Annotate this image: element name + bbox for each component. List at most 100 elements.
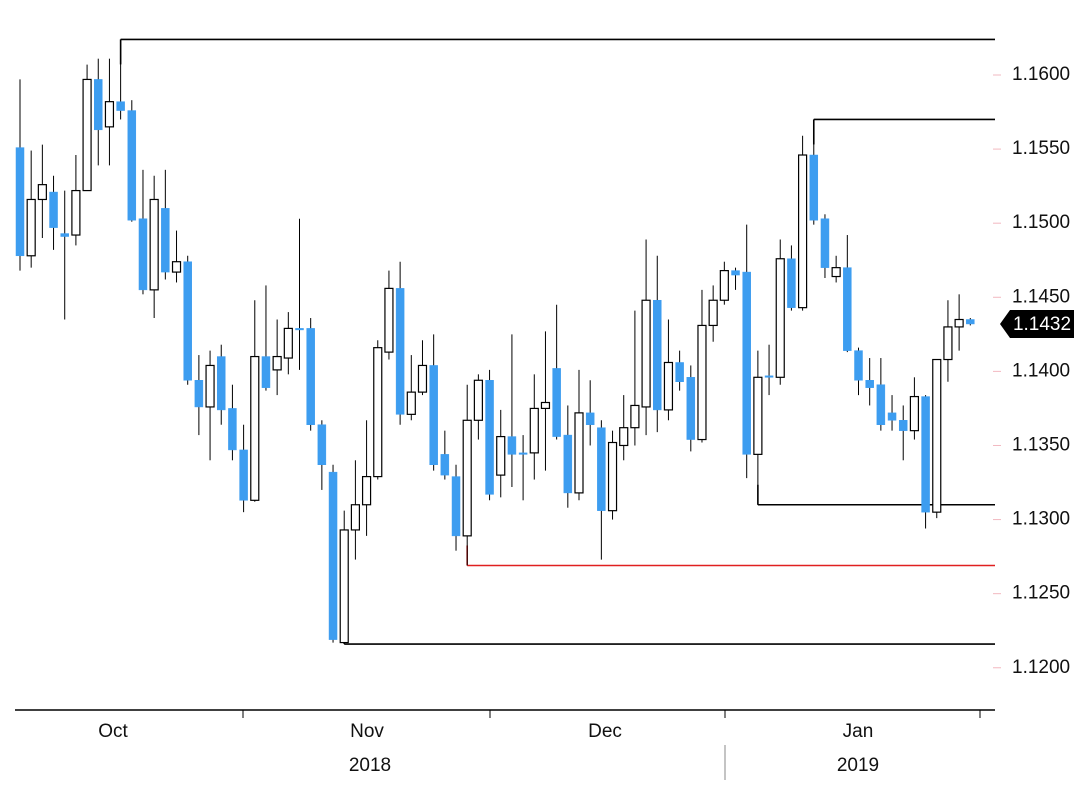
candle-body xyxy=(37,184,47,201)
candle-body xyxy=(675,362,684,382)
candle-body xyxy=(954,318,964,328)
last-price-tag xyxy=(1000,309,1074,338)
x-tick-label: Oct xyxy=(98,721,128,742)
candle-body xyxy=(295,328,304,331)
candle-body xyxy=(686,377,696,440)
candle-body xyxy=(507,436,517,455)
x-tick-label: Jan xyxy=(843,721,874,742)
candle-body xyxy=(395,288,405,415)
candle-body xyxy=(216,356,226,411)
x-tick-label: Dec xyxy=(588,721,622,742)
candle-body xyxy=(630,404,640,429)
candle-body xyxy=(898,420,908,431)
candle-body xyxy=(317,424,327,465)
candle-body xyxy=(876,384,886,425)
candle-body xyxy=(865,380,874,388)
candle-body xyxy=(943,326,953,361)
y-tick-label: 1.1550 xyxy=(1012,138,1070,159)
candle-body xyxy=(552,368,561,437)
candle-body xyxy=(60,233,69,237)
year-label: 2019 xyxy=(837,755,879,776)
candle-body xyxy=(361,475,372,506)
candle-body xyxy=(585,412,595,425)
candle-body xyxy=(171,261,182,273)
candle-body xyxy=(966,319,975,325)
candle-body xyxy=(440,454,450,476)
candle-body xyxy=(82,78,92,192)
candle-body xyxy=(127,110,137,221)
candle-body xyxy=(194,380,204,408)
candle-body xyxy=(15,147,25,257)
candle-body xyxy=(161,208,170,273)
y-tick-label: 1.1500 xyxy=(1012,212,1070,233)
candle-body xyxy=(540,401,551,410)
candle-body xyxy=(406,391,416,415)
candle-body xyxy=(597,427,606,511)
candle-body xyxy=(518,452,528,455)
y-tick-label: 1.1200 xyxy=(1012,657,1070,678)
candle-body xyxy=(485,380,494,495)
candle-body xyxy=(462,419,472,537)
y-tick-label: 1.1350 xyxy=(1012,434,1070,455)
candle-body xyxy=(250,355,260,501)
candle-body xyxy=(373,347,383,478)
candle-body xyxy=(451,476,461,537)
candle-body xyxy=(183,261,192,381)
candle-body xyxy=(764,375,774,378)
candle-body xyxy=(272,355,282,371)
candle-body xyxy=(887,412,897,421)
candle-body xyxy=(239,449,248,501)
candle-body xyxy=(697,324,707,441)
candle-body xyxy=(843,267,852,351)
y-tick-label: 1.1600 xyxy=(1012,64,1070,85)
candle-body xyxy=(138,218,148,291)
candle-body xyxy=(663,361,674,411)
candle-body xyxy=(820,218,830,268)
year-label: 2018 xyxy=(349,755,391,776)
y-tick-label: 1.1450 xyxy=(1012,286,1070,307)
candle-body xyxy=(809,154,819,221)
candle-body xyxy=(228,408,237,451)
candle-body xyxy=(473,379,483,421)
candle-body xyxy=(797,154,808,309)
candle-body xyxy=(49,191,58,228)
candle-body xyxy=(921,396,930,513)
candle-body xyxy=(574,412,584,494)
candle-body xyxy=(429,365,438,465)
candle-body xyxy=(306,328,315,425)
candle-body xyxy=(831,267,841,278)
candle-body xyxy=(731,270,740,276)
y-tick-label: 1.1400 xyxy=(1012,360,1070,381)
y-tick-label: 1.1300 xyxy=(1012,509,1070,530)
candle-body xyxy=(283,327,293,359)
candle-body xyxy=(339,529,349,644)
candle-body xyxy=(787,258,796,308)
candle-body xyxy=(909,395,920,432)
candle-body xyxy=(854,350,863,381)
candle-body xyxy=(328,471,338,640)
candle-body xyxy=(261,356,271,388)
last-price-label: 1.1432 xyxy=(1013,314,1071,335)
candle-body xyxy=(384,287,394,353)
candle-body xyxy=(932,358,942,513)
candle-body xyxy=(104,101,115,128)
candle-body xyxy=(350,504,360,531)
candle-body xyxy=(116,101,125,111)
candle-body xyxy=(619,427,629,447)
candle-body xyxy=(417,364,428,393)
candle-body xyxy=(607,441,618,512)
candle-body xyxy=(529,407,539,454)
candle-body xyxy=(753,376,763,455)
candle-body xyxy=(775,258,785,378)
candle-body xyxy=(641,299,651,408)
candle-body xyxy=(496,435,506,476)
candle-body xyxy=(94,79,103,131)
candle-body xyxy=(708,299,718,327)
candle-body xyxy=(719,270,729,301)
candle-body xyxy=(149,198,159,291)
x-tick-label: Nov xyxy=(350,721,384,742)
y-tick-label: 1.1250 xyxy=(1012,583,1070,604)
candle-body xyxy=(742,271,751,455)
candle-body xyxy=(563,434,573,494)
